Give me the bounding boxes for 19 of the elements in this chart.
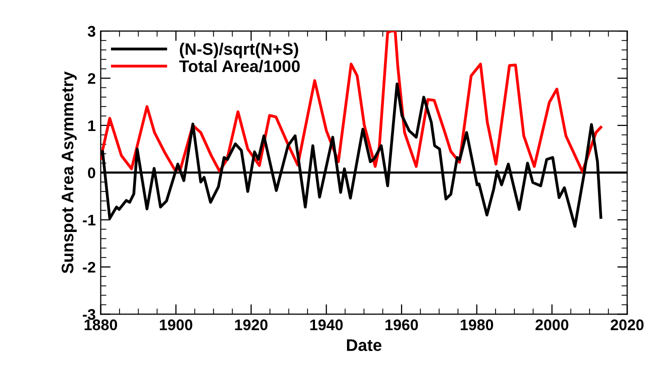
x-tick-label: 2020 [610,319,644,330]
x-tick-label: 2000 [536,319,568,330]
y-tick-label: -2 [82,262,96,273]
y-tick-label: 0 [88,167,96,178]
y-tick-label: 2 [88,73,96,84]
x-tick-label: 1940 [310,319,343,330]
y-tick-label: -3 [82,309,96,320]
legend-label: (N-S)/sqrt(N+S) [180,42,298,58]
x-axis-title: Date [347,339,382,352]
y-tick-label: 1 [88,120,96,131]
y-tick-label: -1 [82,214,96,226]
y-tick-label: 3 [88,26,96,37]
x-tick-label: 1980 [460,319,494,330]
x-tick-label: 1900 [160,319,192,330]
x-tick-label: 1920 [235,319,268,330]
legend-label: Total Area/1000 [179,60,300,72]
y-axis-title: Sunspot Area Asymmetry [62,71,77,274]
x-tick-label: 1880 [84,319,118,330]
x-tick-label: 1960 [386,319,418,330]
